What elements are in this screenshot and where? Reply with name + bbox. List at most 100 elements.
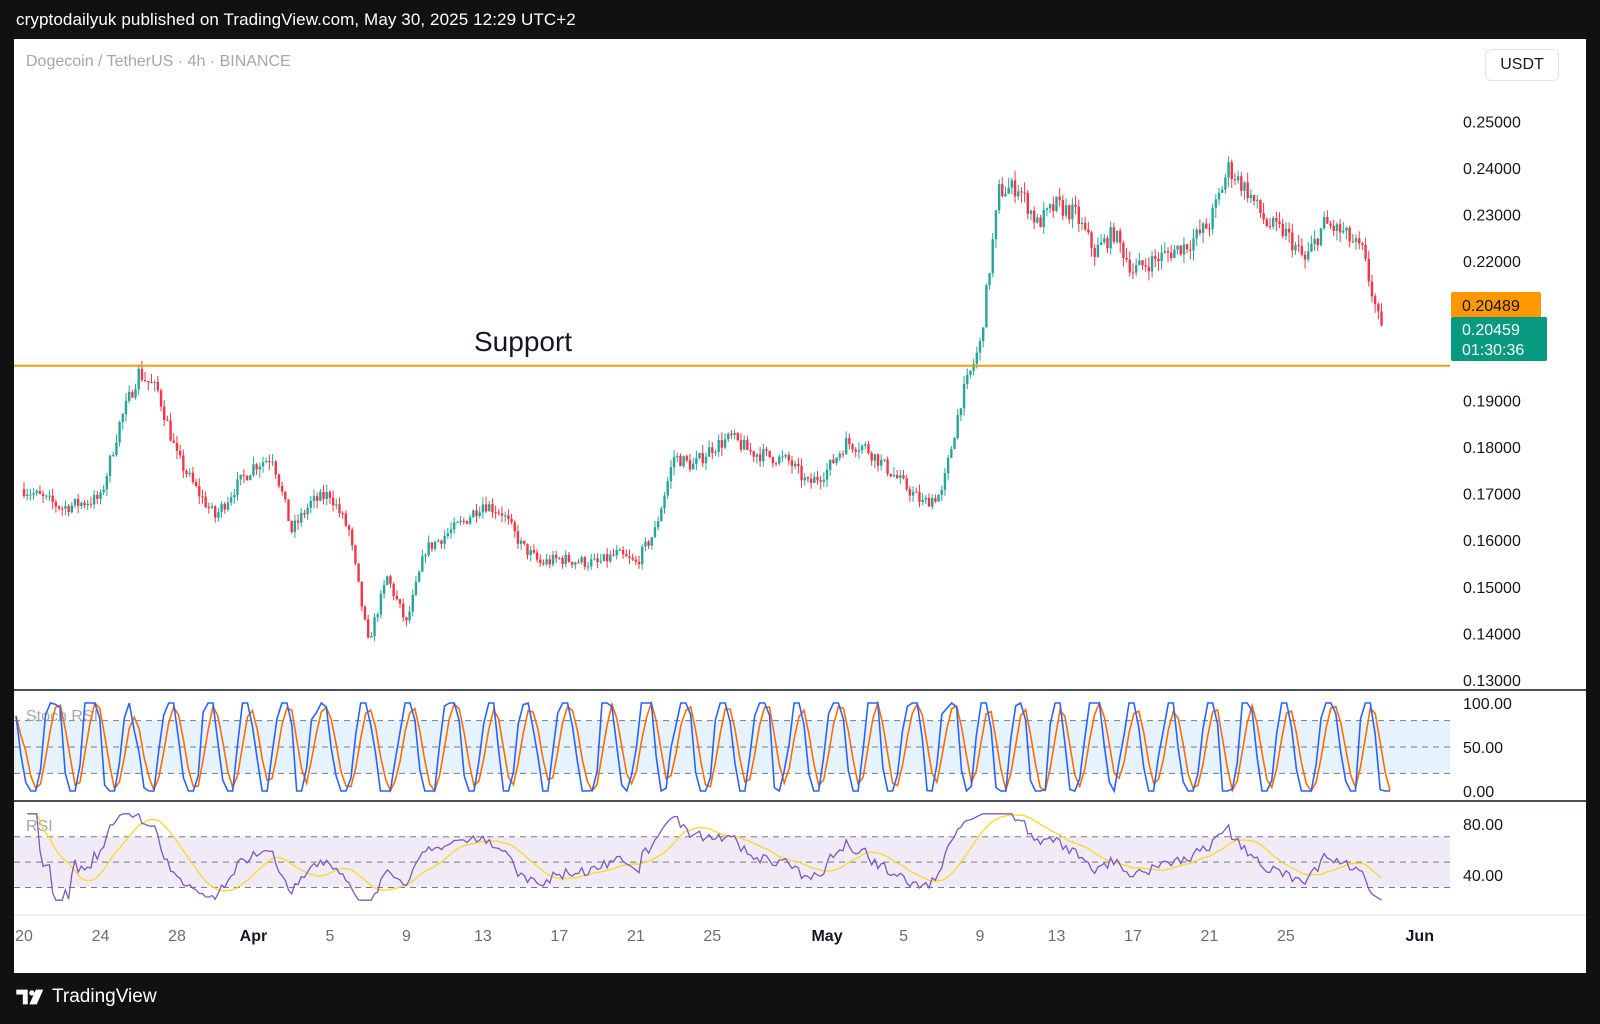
candle-body xyxy=(236,479,239,496)
candle-body xyxy=(32,493,35,495)
candle-body xyxy=(1316,238,1319,246)
candle-body xyxy=(226,502,230,510)
candle-body xyxy=(545,559,548,565)
candle-body xyxy=(698,453,701,458)
candle-body xyxy=(405,617,408,621)
candles-group xyxy=(22,156,1383,642)
candle-body xyxy=(1154,256,1157,259)
candle-body xyxy=(143,380,147,382)
candle-body xyxy=(768,450,771,457)
candle-body xyxy=(641,546,644,565)
candle-body xyxy=(695,457,698,465)
candle-body xyxy=(1189,249,1192,251)
candle-body xyxy=(797,463,800,467)
candle-body xyxy=(328,491,332,498)
candle-body xyxy=(564,554,567,565)
candle-body xyxy=(112,454,115,456)
candle-body xyxy=(548,559,551,565)
candle-body xyxy=(239,474,242,480)
candle-body xyxy=(1026,192,1029,214)
candle-body xyxy=(969,370,972,375)
candle-body xyxy=(972,363,975,371)
candle-body xyxy=(793,463,797,467)
candle-body xyxy=(561,557,564,565)
candle-body xyxy=(1115,230,1119,242)
candle-body xyxy=(1080,222,1084,224)
currency-button[interactable]: USDT xyxy=(1485,49,1559,81)
candle-body xyxy=(854,449,857,452)
candle-body xyxy=(322,491,325,499)
candle-body xyxy=(417,571,421,582)
candle-body xyxy=(29,494,32,496)
candle-body xyxy=(535,552,539,560)
tradingview-logo-icon[interactable] xyxy=(16,988,46,1006)
candle-body xyxy=(567,554,571,562)
candle-body xyxy=(819,480,822,482)
candle-body xyxy=(886,459,889,474)
candle-body xyxy=(908,489,912,496)
rsi-axis-tick: 40.00 xyxy=(1463,868,1503,885)
candle-body xyxy=(57,506,61,509)
candle-body xyxy=(803,477,806,481)
candle-body xyxy=(790,460,794,467)
candle-body xyxy=(456,522,459,524)
price-axis-tick: 0.18000 xyxy=(1463,440,1521,457)
candle-body xyxy=(1023,192,1026,194)
candle-body xyxy=(577,562,580,564)
chart-canvas[interactable]: 0.25000 0.24000 0.23000 0.22000 0.19000 0.180… xyxy=(14,39,1586,973)
last-price-label xyxy=(1451,317,1547,361)
candle-body xyxy=(978,341,982,353)
candle-body xyxy=(1077,206,1080,224)
candle-body xyxy=(870,453,873,461)
candle-body xyxy=(89,503,93,505)
candle-body xyxy=(615,550,618,556)
candle-body xyxy=(660,508,663,522)
price-axis-tick: 0.22000 xyxy=(1463,254,1521,271)
candle-body xyxy=(194,481,198,486)
candle-body xyxy=(902,475,905,479)
candle-body xyxy=(411,594,414,612)
candle-body xyxy=(449,529,453,534)
candle-body xyxy=(293,520,297,533)
candle-body xyxy=(800,466,803,481)
candle-body xyxy=(96,494,99,499)
candle-body xyxy=(70,505,73,513)
candle-body xyxy=(1103,238,1106,243)
footer-brand: TradingView xyxy=(52,986,157,1007)
candle-body xyxy=(83,502,86,506)
candle-body xyxy=(264,461,268,463)
candle-body xyxy=(331,497,335,506)
candle-body xyxy=(860,445,864,451)
candle-body xyxy=(258,466,262,470)
price-label-orange xyxy=(1451,292,1541,318)
time-axis-tick: 28 xyxy=(168,928,186,945)
candle-body xyxy=(462,520,465,522)
candle-body xyxy=(574,562,577,565)
candle-body xyxy=(867,444,870,454)
candle-body xyxy=(214,506,217,518)
candle-body xyxy=(274,461,277,475)
candle-body xyxy=(526,543,529,556)
candle-body xyxy=(988,273,991,286)
candle-body xyxy=(1205,223,1208,229)
time-axis-tick: 25 xyxy=(1277,928,1295,945)
candle-body xyxy=(602,554,606,561)
candle-body xyxy=(153,381,156,383)
candle-body xyxy=(746,439,749,450)
candle-body xyxy=(287,499,290,522)
candle-body xyxy=(532,550,536,553)
candle-body xyxy=(669,467,673,482)
chart-card[interactable]: 0.25000 0.24000 0.23000 0.22000 0.19000 0.180… xyxy=(14,39,1586,973)
time-axis-tick: Apr xyxy=(240,928,268,945)
candle-body xyxy=(134,389,137,398)
candle-body xyxy=(35,490,38,494)
stoch-axis-tick: 50.00 xyxy=(1463,740,1503,757)
candle-body xyxy=(733,433,736,435)
candle-body xyxy=(621,549,625,555)
candle-body xyxy=(1354,238,1358,242)
candle-body xyxy=(672,457,676,468)
stoch-d-line xyxy=(15,699,1391,794)
candle-body xyxy=(1262,213,1265,220)
candle-body xyxy=(207,507,211,509)
candle-body xyxy=(784,455,787,457)
